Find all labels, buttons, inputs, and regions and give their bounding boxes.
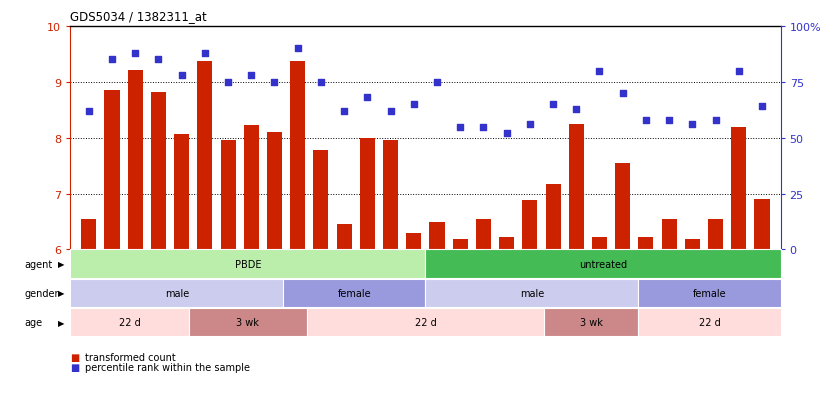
Point xyxy=(639,117,653,124)
Text: male: male xyxy=(164,288,189,298)
Text: ■: ■ xyxy=(70,352,79,362)
Bar xyxy=(290,62,306,250)
Bar xyxy=(545,184,561,250)
Bar xyxy=(128,70,143,250)
Bar xyxy=(104,91,120,250)
Text: PBDE: PBDE xyxy=(235,259,261,269)
Point xyxy=(152,57,165,64)
Text: 22 d: 22 d xyxy=(415,318,436,328)
Point xyxy=(547,102,560,108)
Text: GDS5034 / 1382311_at: GDS5034 / 1382311_at xyxy=(70,10,207,23)
Bar xyxy=(383,141,398,250)
Point xyxy=(662,117,676,124)
Point xyxy=(291,46,304,52)
Bar xyxy=(522,201,538,250)
Bar xyxy=(685,240,700,250)
Bar xyxy=(453,240,468,250)
Point xyxy=(523,122,536,128)
Point xyxy=(477,124,490,131)
Point xyxy=(175,73,188,79)
Bar xyxy=(221,141,235,250)
Point xyxy=(430,79,444,86)
Text: 22 d: 22 d xyxy=(119,318,140,328)
Text: 3 wk: 3 wk xyxy=(236,318,259,328)
Point xyxy=(570,106,583,113)
Text: transformed count: transformed count xyxy=(85,352,176,362)
Point xyxy=(221,79,235,86)
Bar xyxy=(430,222,444,250)
Bar xyxy=(569,124,584,250)
Point xyxy=(593,68,606,75)
Bar xyxy=(638,237,653,250)
Text: untreated: untreated xyxy=(579,259,627,269)
Bar xyxy=(754,199,770,250)
Point xyxy=(384,108,397,115)
Bar xyxy=(174,135,189,250)
Point xyxy=(407,102,420,108)
Text: percentile rank within the sample: percentile rank within the sample xyxy=(85,363,250,373)
Text: female: female xyxy=(338,288,371,298)
Point xyxy=(268,79,281,86)
Point xyxy=(315,79,328,86)
Point xyxy=(686,122,699,128)
Bar xyxy=(615,164,630,250)
Bar xyxy=(592,237,607,250)
Text: female: female xyxy=(693,288,726,298)
Point xyxy=(756,104,769,110)
Bar xyxy=(151,93,166,250)
Bar xyxy=(708,219,723,250)
Point xyxy=(129,50,142,57)
Bar xyxy=(197,62,212,250)
Point xyxy=(453,124,467,131)
Point xyxy=(709,117,722,124)
Bar xyxy=(499,237,514,250)
Point xyxy=(106,57,119,64)
Text: age: age xyxy=(25,318,43,328)
Bar xyxy=(313,151,329,250)
Text: ▶: ▶ xyxy=(58,259,64,268)
Point xyxy=(244,73,258,79)
Bar xyxy=(267,133,282,250)
Point xyxy=(500,131,513,137)
Point xyxy=(732,68,745,75)
Bar xyxy=(406,233,421,250)
Text: agent: agent xyxy=(25,259,53,269)
Point xyxy=(361,95,374,102)
Bar xyxy=(360,138,375,250)
Text: gender: gender xyxy=(25,288,59,298)
Bar xyxy=(337,225,352,250)
Point xyxy=(338,108,351,115)
Text: 22 d: 22 d xyxy=(699,318,720,328)
Bar xyxy=(476,219,491,250)
Point xyxy=(82,108,95,115)
Text: ▶: ▶ xyxy=(58,318,64,327)
Point xyxy=(198,50,211,57)
Text: 3 wk: 3 wk xyxy=(580,318,603,328)
Bar xyxy=(662,219,676,250)
Bar xyxy=(244,126,259,250)
Point xyxy=(616,90,629,97)
Text: ■: ■ xyxy=(70,363,79,373)
Text: ▶: ▶ xyxy=(58,289,64,298)
Bar xyxy=(81,219,97,250)
Bar xyxy=(731,127,747,250)
Text: male: male xyxy=(520,288,544,298)
